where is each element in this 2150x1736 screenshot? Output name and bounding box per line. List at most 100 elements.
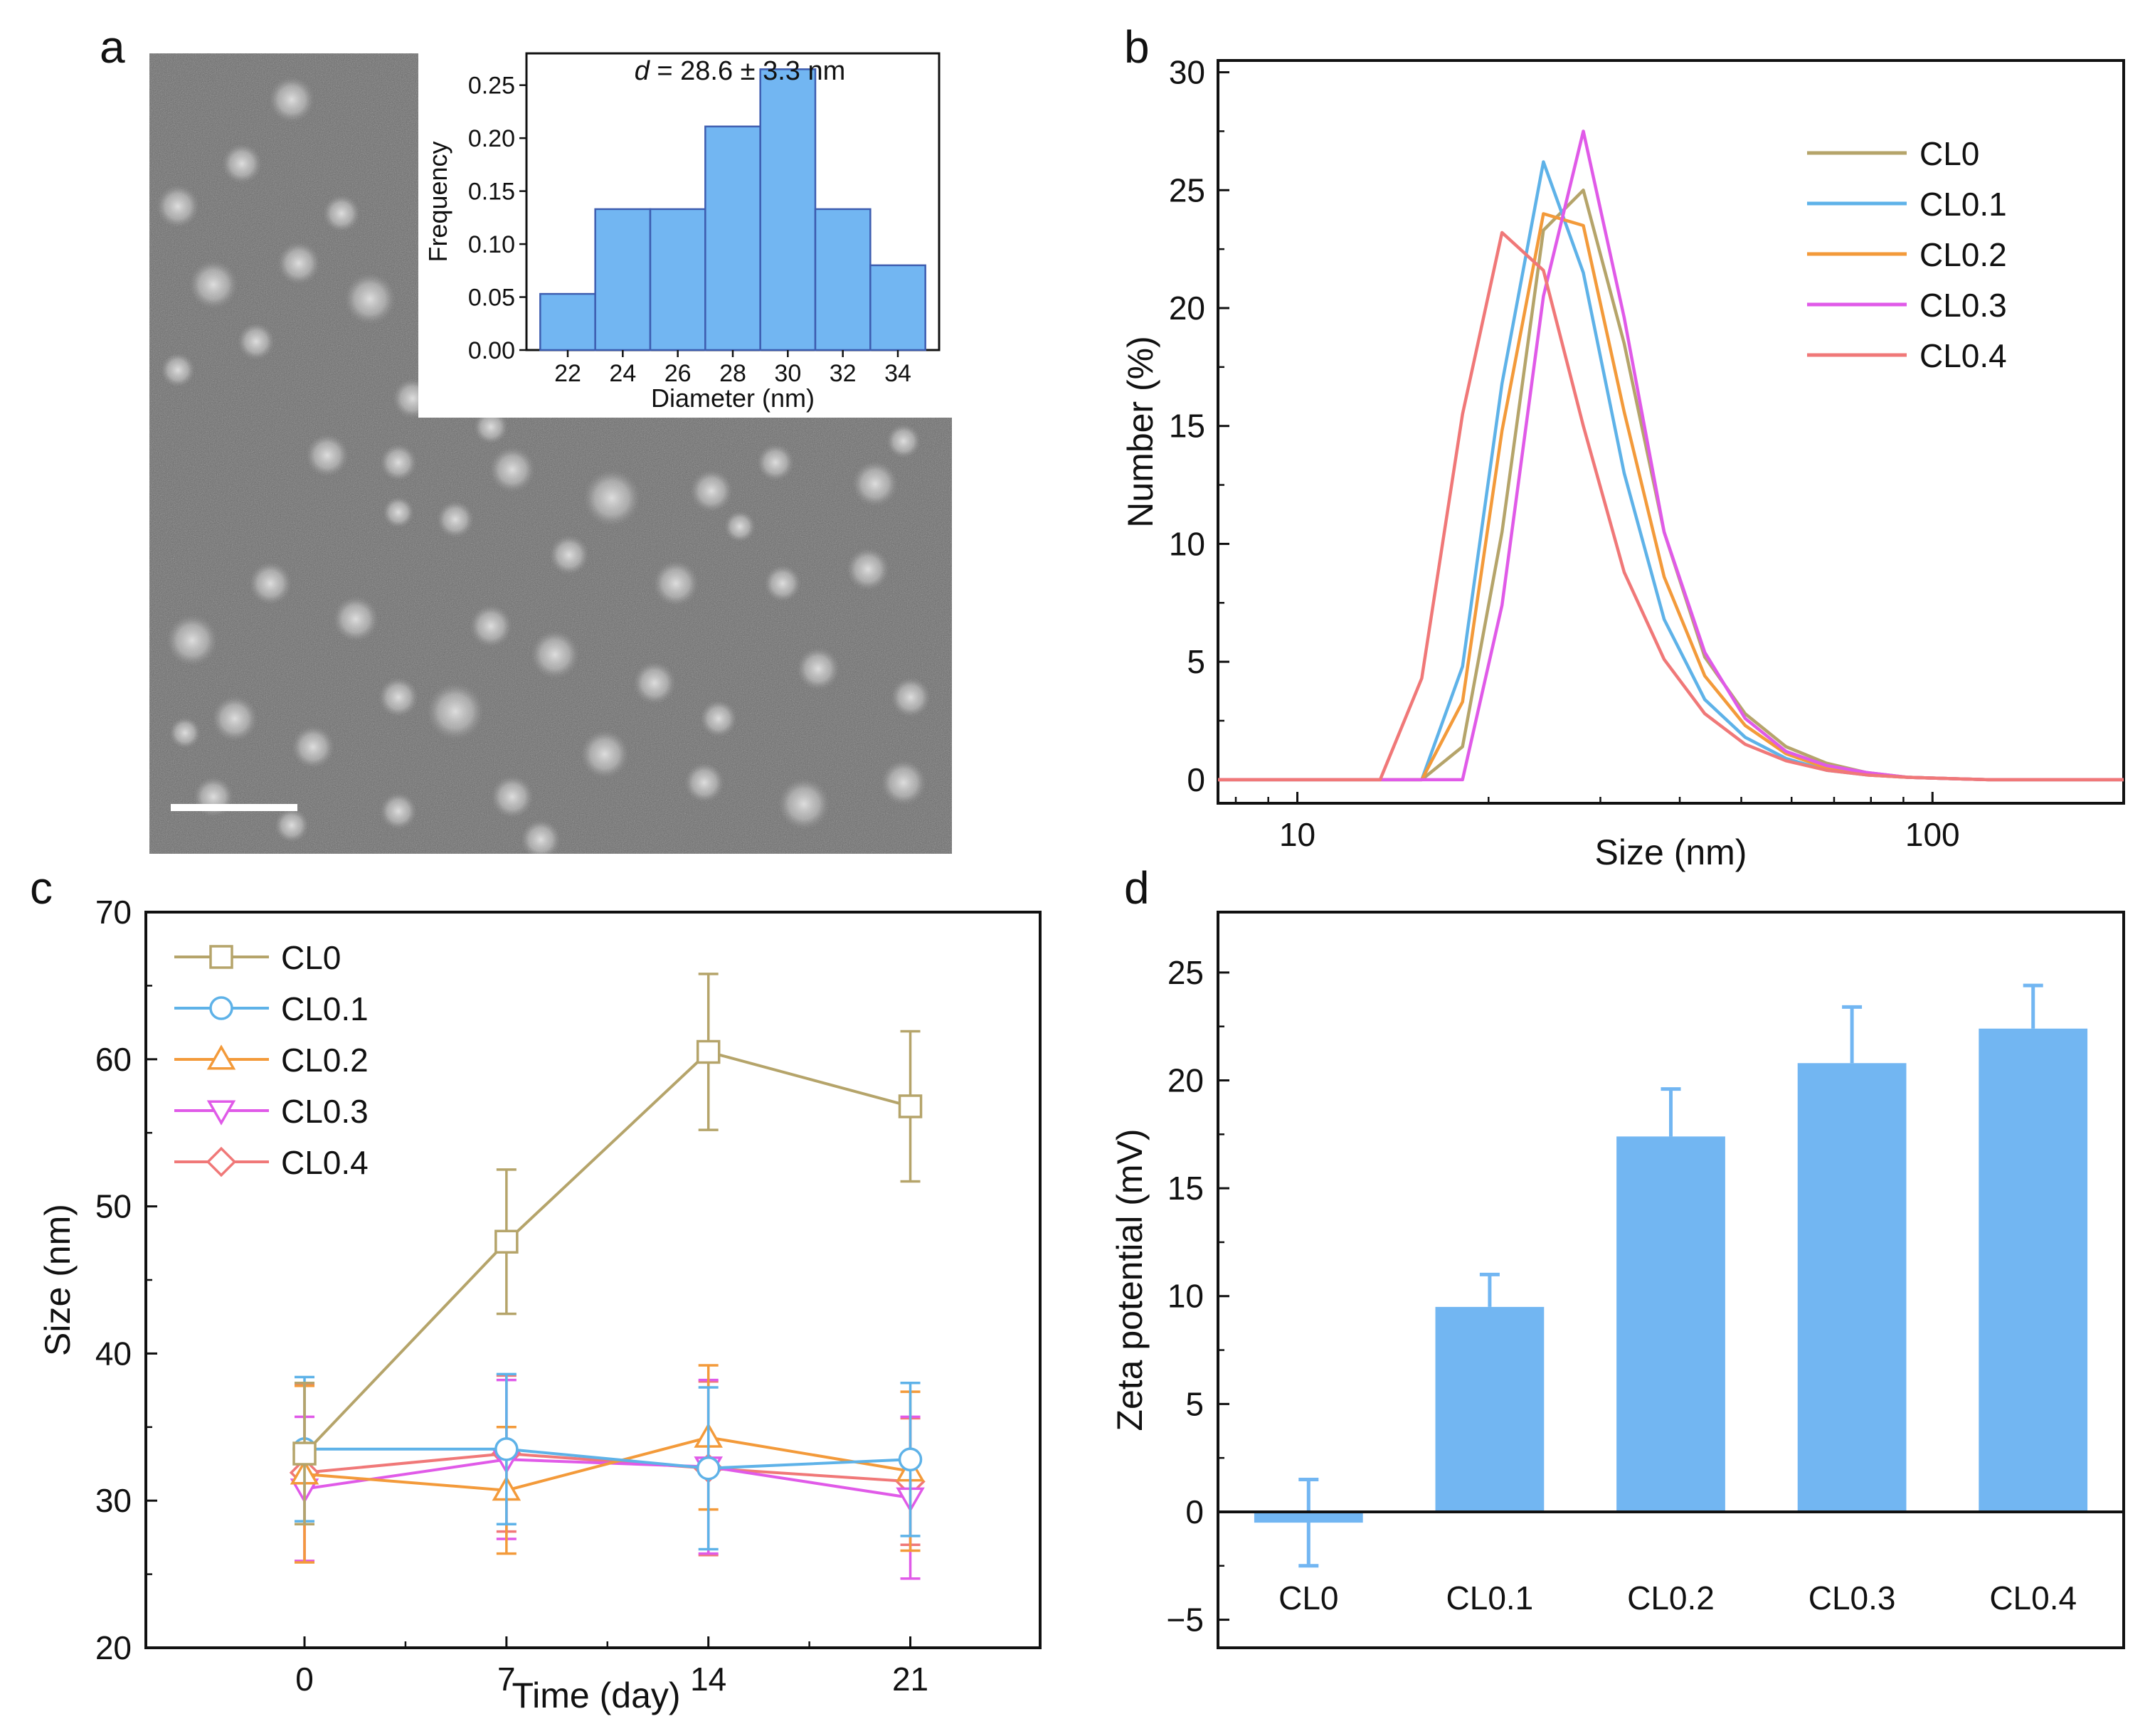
- particle: [238, 323, 275, 360]
- data-point: [696, 1456, 721, 1481]
- particle: [797, 647, 840, 690]
- series-line: [304, 1451, 911, 1483]
- legend-label: CL0.1: [281, 990, 369, 1027]
- y-axis-title: Number (%): [1121, 336, 1160, 527]
- histogram-bar: [594, 208, 652, 351]
- panel-label-c: c: [30, 862, 53, 914]
- chart-d: −5 0 5 10 15 20 25 Zeta potential (mV) CL0 CL0.1 C…: [1110, 911, 2125, 1649]
- inset-x-tick-label: 28: [719, 360, 746, 387]
- legend-label: CL0.2: [281, 1042, 369, 1079]
- category-label: CL0.2: [1627, 1579, 1715, 1616]
- data-point: [292, 1441, 317, 1466]
- inset-x-tick-label: 34: [884, 360, 911, 387]
- particle: [306, 434, 349, 477]
- particle: [169, 717, 201, 748]
- category-label: CL0.3: [1809, 1579, 1896, 1616]
- particle: [549, 535, 589, 575]
- particle: [489, 447, 535, 492]
- inset-x-axis-title: Diameter (nm): [651, 383, 815, 413]
- particle: [581, 730, 629, 778]
- inset-annotation-var: d: [635, 56, 651, 86]
- particle: [378, 677, 418, 717]
- y-axis-title: Zeta potential (mV): [1110, 1128, 1150, 1431]
- particle: [757, 444, 794, 481]
- particle: [724, 511, 756, 542]
- series-line: [303, 1050, 911, 1455]
- y-tick-label: 60: [95, 1041, 132, 1078]
- inset-y-tick-label: 0.25: [468, 73, 515, 100]
- panel-label-d: d: [1124, 862, 1150, 914]
- particle: [269, 77, 314, 122]
- legend-marker: [206, 1044, 236, 1070]
- bar: [1979, 1028, 2088, 1512]
- particle: [847, 548, 889, 591]
- series-line: [1218, 231, 2124, 782]
- particle: [249, 562, 292, 605]
- legend-marker: [209, 996, 233, 1020]
- y-tick-label: 10: [1167, 1278, 1204, 1315]
- particle: [886, 424, 921, 458]
- bar: [1616, 1136, 1725, 1512]
- data-point: [494, 1437, 519, 1461]
- y-axis-title: Size (nm): [38, 1204, 78, 1356]
- y-tick-label: 20: [1167, 1062, 1204, 1099]
- series-line: [1218, 189, 2124, 782]
- legend-label: CL0.3: [1919, 287, 2007, 324]
- chart-c: 20 30 40 50 60 70 0 7 14 21 Time (day) Size (nm) CL0…: [38, 894, 1042, 1715]
- particle: [583, 470, 640, 526]
- x-tick-label: 7: [497, 1661, 516, 1698]
- legend-label: CL0: [281, 939, 341, 976]
- particle: [474, 410, 508, 444]
- legend-marker: [209, 945, 233, 969]
- y-tick-label: 15: [1169, 408, 1205, 445]
- panel-label-b: b: [1124, 21, 1150, 73]
- y-tick-label: 0: [1185, 1493, 1204, 1530]
- data-point: [898, 1447, 923, 1472]
- particle: [161, 353, 195, 387]
- series-CL0: [292, 973, 923, 1526]
- inset-x-tick-label: 26: [664, 360, 692, 387]
- x-tick-label: 14: [690, 1661, 726, 1698]
- legend-marker: [206, 1146, 237, 1177]
- y-tick-label: 70: [95, 894, 132, 931]
- histogram-bar: [704, 125, 761, 351]
- inset-y-tick-label: 0.05: [468, 285, 515, 312]
- data-point: [696, 1039, 721, 1064]
- inset-y-tick-label: 0.10: [468, 231, 515, 258]
- particle: [277, 242, 320, 285]
- y-tick-label: 40: [95, 1335, 132, 1372]
- legend-label: CL0.1: [1919, 186, 2007, 223]
- inset-y-tick-label: 0.15: [468, 179, 515, 206]
- series-CL0.3: [290, 1378, 925, 1580]
- x-tick-label: 100: [1905, 816, 1960, 853]
- scale-bar: [171, 804, 297, 811]
- particle: [344, 273, 396, 324]
- series-group: [1218, 129, 2124, 782]
- particle: [427, 683, 484, 740]
- y-tick-label: 0: [1187, 761, 1205, 798]
- inset-x-tick-label: 32: [830, 360, 857, 387]
- series-line: [304, 1436, 911, 1492]
- particle: [189, 260, 238, 309]
- legend-label: CL0.2: [1919, 236, 2007, 273]
- panel-label-a: a: [100, 21, 125, 73]
- series-line: [305, 1447, 911, 1470]
- y-tick-label: 20: [95, 1629, 132, 1666]
- particle: [852, 461, 898, 507]
- y-tick-label: 5: [1185, 1385, 1204, 1422]
- particle: [700, 700, 737, 737]
- inset-y-tick-label: 0.00: [468, 337, 515, 364]
- particle: [380, 793, 417, 830]
- particle: [684, 763, 724, 803]
- inset-x-tick-label: 30: [774, 360, 801, 387]
- particle: [653, 561, 699, 606]
- particle: [633, 662, 676, 704]
- y-tick-label: 10: [1169, 525, 1205, 562]
- particle: [891, 677, 931, 717]
- particle: [470, 605, 512, 647]
- particle: [491, 776, 534, 818]
- histogram-bar: [869, 264, 926, 351]
- histogram-bar: [759, 68, 817, 351]
- particle: [383, 497, 414, 528]
